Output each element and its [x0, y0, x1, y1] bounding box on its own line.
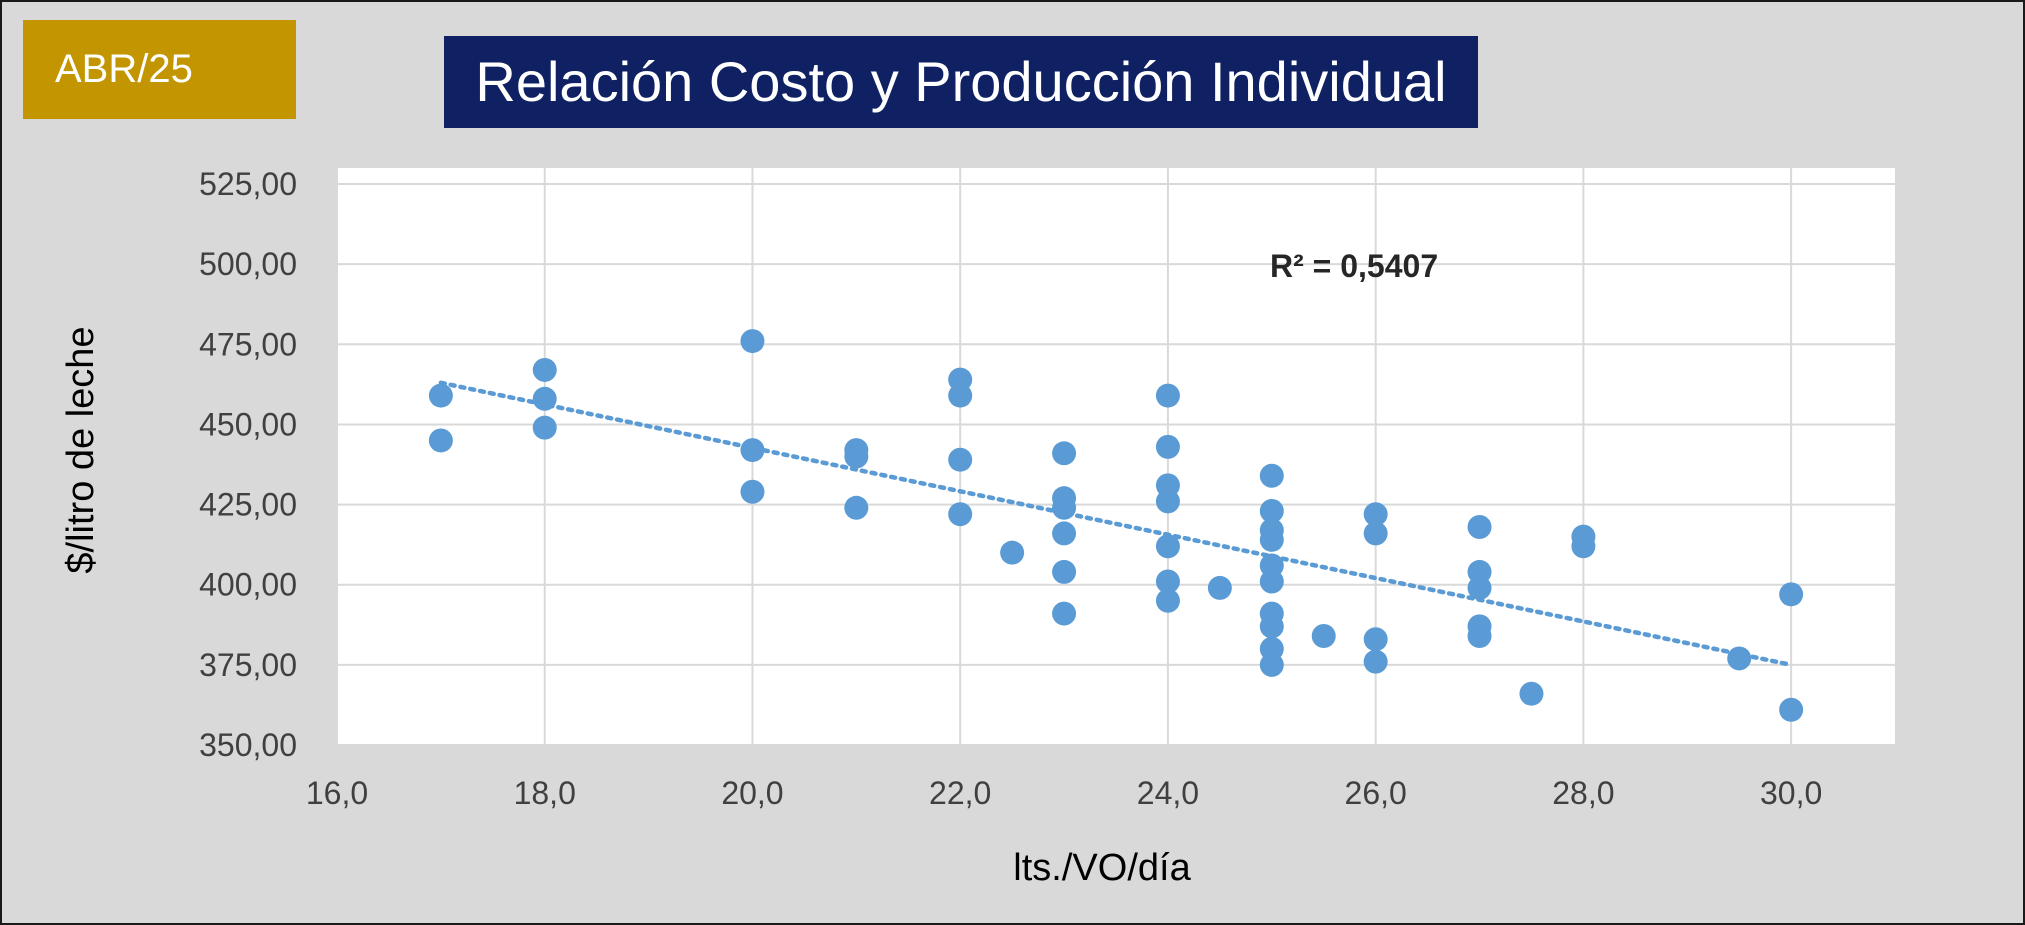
y-axis-ticks: 350,00 375,00 400,00 425,00 450,00 475,00 500,…: [199, 166, 297, 763]
x-tick-label: 24,0: [1137, 775, 1199, 811]
data-point: [1259, 652, 1284, 677]
data-point: [428, 428, 453, 453]
data-point: [1207, 575, 1232, 600]
y-tick-label: 375,00: [199, 647, 297, 683]
data-point: [1155, 534, 1180, 559]
data-point: [1052, 559, 1077, 584]
data-point: [1155, 434, 1180, 459]
data-point: [1467, 575, 1492, 600]
data-point: [1363, 627, 1388, 652]
data-point: [1467, 515, 1492, 540]
r-squared-annotation: R² = 0,5407: [1270, 248, 1438, 284]
data-point: [1052, 521, 1077, 546]
data-point: [740, 438, 765, 463]
data-point: [948, 383, 973, 408]
data-point: [1155, 588, 1180, 613]
x-tick-label: 20,0: [721, 775, 783, 811]
x-axis-title: lts./VO/día: [1013, 847, 1191, 889]
x-axis-ticks: 16,0 18,0 20,0 22,0 24,0 26,0 28,0 30,0: [306, 775, 1822, 811]
data-point: [532, 357, 557, 382]
data-point: [740, 329, 765, 354]
data-point: [948, 502, 973, 527]
x-tick-label: 26,0: [1345, 775, 1407, 811]
data-point: [1259, 498, 1284, 523]
data-point: [1155, 569, 1180, 594]
data-points: [428, 329, 1804, 722]
data-point: [844, 444, 869, 469]
data-point: [844, 495, 869, 520]
y-axis-title: $/litro de leche: [60, 326, 102, 573]
y-tick-label: 400,00: [199, 567, 297, 603]
data-point: [1052, 495, 1077, 520]
data-point: [1779, 697, 1804, 722]
data-point: [1259, 527, 1284, 552]
y-tick-label: 500,00: [199, 246, 297, 282]
chart-title: Relación Costo y Producción Individual: [444, 36, 1478, 128]
data-point: [1052, 441, 1077, 466]
data-point: [1311, 624, 1336, 649]
data-point: [1467, 624, 1492, 649]
data-point: [1259, 463, 1284, 488]
data-point: [532, 415, 557, 440]
data-point: [532, 386, 557, 411]
data-point: [1052, 601, 1077, 626]
y-tick-label: 350,00: [199, 727, 297, 763]
x-tick-label: 16,0: [306, 775, 368, 811]
data-point: [948, 447, 973, 472]
data-point: [428, 383, 453, 408]
plot-area: [337, 168, 1895, 745]
data-point: [1000, 540, 1025, 565]
trendline: [438, 380, 1794, 668]
x-tick-label: 18,0: [514, 775, 576, 811]
data-point: [1259, 569, 1284, 594]
period-badge: ABR/25: [23, 20, 296, 119]
y-tick-label: 525,00: [199, 166, 297, 202]
data-point: [1571, 534, 1596, 559]
data-point: [1779, 582, 1804, 607]
x-tick-label: 22,0: [929, 775, 991, 811]
y-tick-label: 475,00: [199, 326, 297, 362]
data-point: [1363, 502, 1388, 527]
x-tick-label: 30,0: [1760, 775, 1822, 811]
y-tick-label: 450,00: [199, 406, 297, 442]
data-point: [1363, 649, 1388, 674]
data-point: [1259, 614, 1284, 639]
data-point: [740, 479, 765, 504]
data-point: [1519, 681, 1544, 706]
y-tick-label: 425,00: [199, 487, 297, 523]
data-point: [1155, 489, 1180, 514]
data-point: [1363, 521, 1388, 546]
data-point: [1727, 646, 1752, 671]
x-tick-label: 28,0: [1552, 775, 1614, 811]
data-point: [1155, 383, 1180, 408]
